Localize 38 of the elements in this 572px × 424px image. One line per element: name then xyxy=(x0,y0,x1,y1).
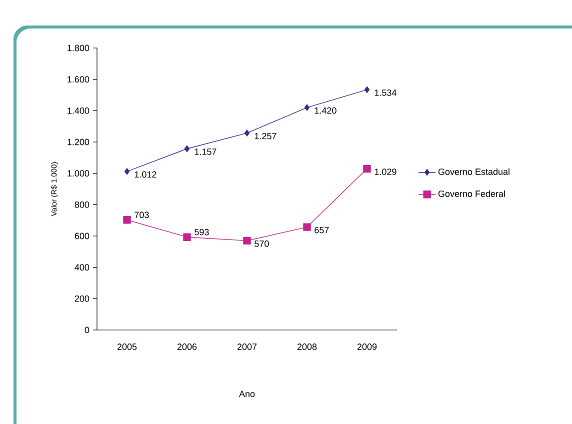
legend-label: Governo Estadual xyxy=(438,168,510,175)
point xyxy=(123,216,131,224)
data-label: 1.029 xyxy=(374,168,396,175)
legend-label: Governo Federal xyxy=(438,190,505,197)
x-tick-label: 2009 xyxy=(357,344,377,350)
point xyxy=(363,164,371,173)
point xyxy=(244,130,250,136)
y-tick-label: 600 xyxy=(74,232,90,240)
data-label: 1.534 xyxy=(374,89,396,96)
data-label: 1.157 xyxy=(194,148,216,155)
y-tick-label: 1.200 xyxy=(68,138,90,146)
y-tick-label: 0 xyxy=(84,326,90,334)
data-label: 1.420 xyxy=(314,107,336,114)
y-tick-label: 1.600 xyxy=(68,76,90,83)
point xyxy=(124,168,130,175)
data-label: 1.012 xyxy=(134,171,156,178)
y-tick-label: 400 xyxy=(74,264,90,271)
point xyxy=(303,223,311,231)
x-tick-label: 2005 xyxy=(117,344,137,350)
y-tick-label: 1.800 xyxy=(68,44,90,52)
data-label: 1.257 xyxy=(254,132,276,140)
y-tick-label: 1.400 xyxy=(68,107,90,114)
data-label: 570 xyxy=(254,240,269,247)
data-label: 703 xyxy=(134,212,149,218)
data-label: 657 xyxy=(314,226,329,234)
point xyxy=(243,236,251,245)
x-axis-title: Ano xyxy=(239,390,255,398)
data-label: 593 xyxy=(194,228,209,236)
y-tick-label: 800 xyxy=(74,201,90,208)
point xyxy=(184,145,190,152)
point xyxy=(304,104,310,111)
x-tick-label: 2007 xyxy=(237,344,257,350)
y-tick-label: 200 xyxy=(74,295,90,302)
point xyxy=(183,233,191,241)
point xyxy=(364,86,370,94)
x-tick-label: 2006 xyxy=(177,344,197,350)
y-tick-label: 1.000 xyxy=(68,170,90,177)
x-tick-label: 2008 xyxy=(297,344,317,350)
